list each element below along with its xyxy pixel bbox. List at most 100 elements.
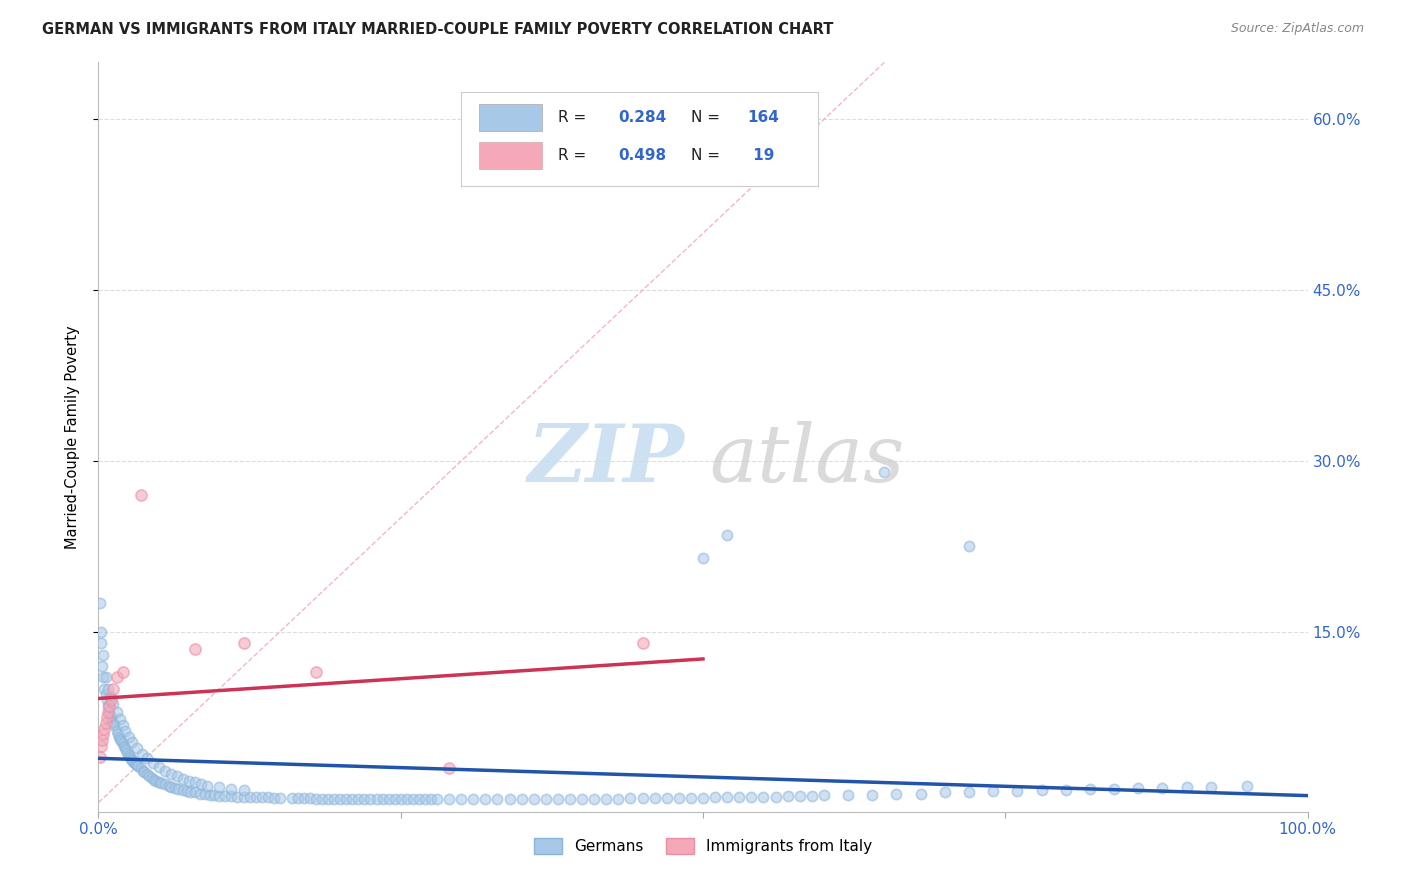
Point <box>692 791 714 805</box>
Point <box>127 759 149 773</box>
Text: Source: ZipAtlas.com: Source: ZipAtlas.com <box>1230 22 1364 36</box>
Point <box>595 792 617 806</box>
Point <box>957 785 980 799</box>
Point <box>101 697 124 711</box>
Point <box>981 784 1004 798</box>
Point <box>408 792 430 806</box>
Point <box>107 727 129 741</box>
Point <box>752 789 775 804</box>
Point <box>93 722 115 736</box>
Point <box>160 767 183 781</box>
Point <box>153 764 176 778</box>
Point <box>534 792 557 806</box>
Point <box>121 754 143 768</box>
Point <box>232 783 254 797</box>
FancyBboxPatch shape <box>479 104 543 131</box>
Point <box>1007 784 1029 798</box>
Point <box>360 792 382 806</box>
Point <box>886 787 908 801</box>
Point <box>127 758 149 772</box>
Point <box>90 636 112 650</box>
Point <box>384 792 406 806</box>
Point <box>232 789 254 804</box>
Point <box>208 780 231 794</box>
Point <box>194 787 217 801</box>
Point <box>127 741 149 756</box>
Point <box>195 779 218 793</box>
Point <box>631 636 654 650</box>
Point <box>263 791 285 805</box>
Point <box>655 791 678 805</box>
Point <box>89 750 111 764</box>
Point <box>142 756 165 770</box>
Point <box>134 764 156 779</box>
Point <box>135 751 157 765</box>
Point <box>679 791 702 805</box>
Point <box>105 723 128 738</box>
Point <box>148 775 170 789</box>
Text: 19: 19 <box>748 148 775 163</box>
Point <box>184 641 207 656</box>
Point <box>226 789 249 804</box>
Point <box>377 792 399 806</box>
Point <box>1102 781 1125 796</box>
Point <box>704 789 727 804</box>
Point <box>167 781 190 796</box>
Point <box>426 792 449 806</box>
Point <box>389 792 412 806</box>
Point <box>89 596 111 610</box>
Point <box>105 670 128 684</box>
Point <box>837 788 859 802</box>
Point <box>619 791 641 805</box>
Point <box>132 764 155 778</box>
Point <box>692 550 714 565</box>
Point <box>91 659 114 673</box>
Point <box>160 780 183 794</box>
Point <box>510 792 533 806</box>
Point <box>800 789 823 803</box>
Point <box>256 789 278 804</box>
Point <box>1128 780 1150 795</box>
Point <box>157 779 180 793</box>
Point <box>402 792 425 806</box>
Point <box>305 792 328 806</box>
Point <box>329 792 352 806</box>
Point <box>96 693 118 707</box>
Point <box>91 670 114 684</box>
Point <box>124 756 146 770</box>
Point <box>765 789 787 804</box>
Point <box>115 743 138 757</box>
Point <box>474 792 496 806</box>
Legend: Germans, Immigrants from Italy: Germans, Immigrants from Italy <box>529 831 877 860</box>
Point <box>117 746 139 760</box>
Point <box>420 792 443 806</box>
Point <box>1236 779 1258 793</box>
Point <box>208 789 231 803</box>
Point <box>311 792 333 806</box>
Point <box>97 698 120 713</box>
Point <box>100 693 122 707</box>
Point <box>366 792 388 806</box>
Point <box>1199 780 1222 794</box>
Point <box>716 528 738 542</box>
FancyBboxPatch shape <box>461 93 818 186</box>
Point <box>607 792 630 806</box>
Point <box>571 792 593 806</box>
Y-axis label: Married-Couple Family Poverty: Married-Couple Family Poverty <box>65 326 80 549</box>
Point <box>179 774 201 789</box>
Point <box>90 739 112 753</box>
Point <box>221 789 243 803</box>
Point <box>214 789 236 803</box>
Point <box>644 791 666 805</box>
Point <box>163 780 186 795</box>
Point <box>1175 780 1198 794</box>
Point <box>299 791 322 805</box>
Point <box>413 792 436 806</box>
Point <box>94 715 117 730</box>
Point <box>100 714 122 728</box>
Point <box>90 624 112 639</box>
Point <box>395 792 418 806</box>
FancyBboxPatch shape <box>479 142 543 169</box>
Point <box>371 792 394 806</box>
Text: R =: R = <box>558 111 591 126</box>
